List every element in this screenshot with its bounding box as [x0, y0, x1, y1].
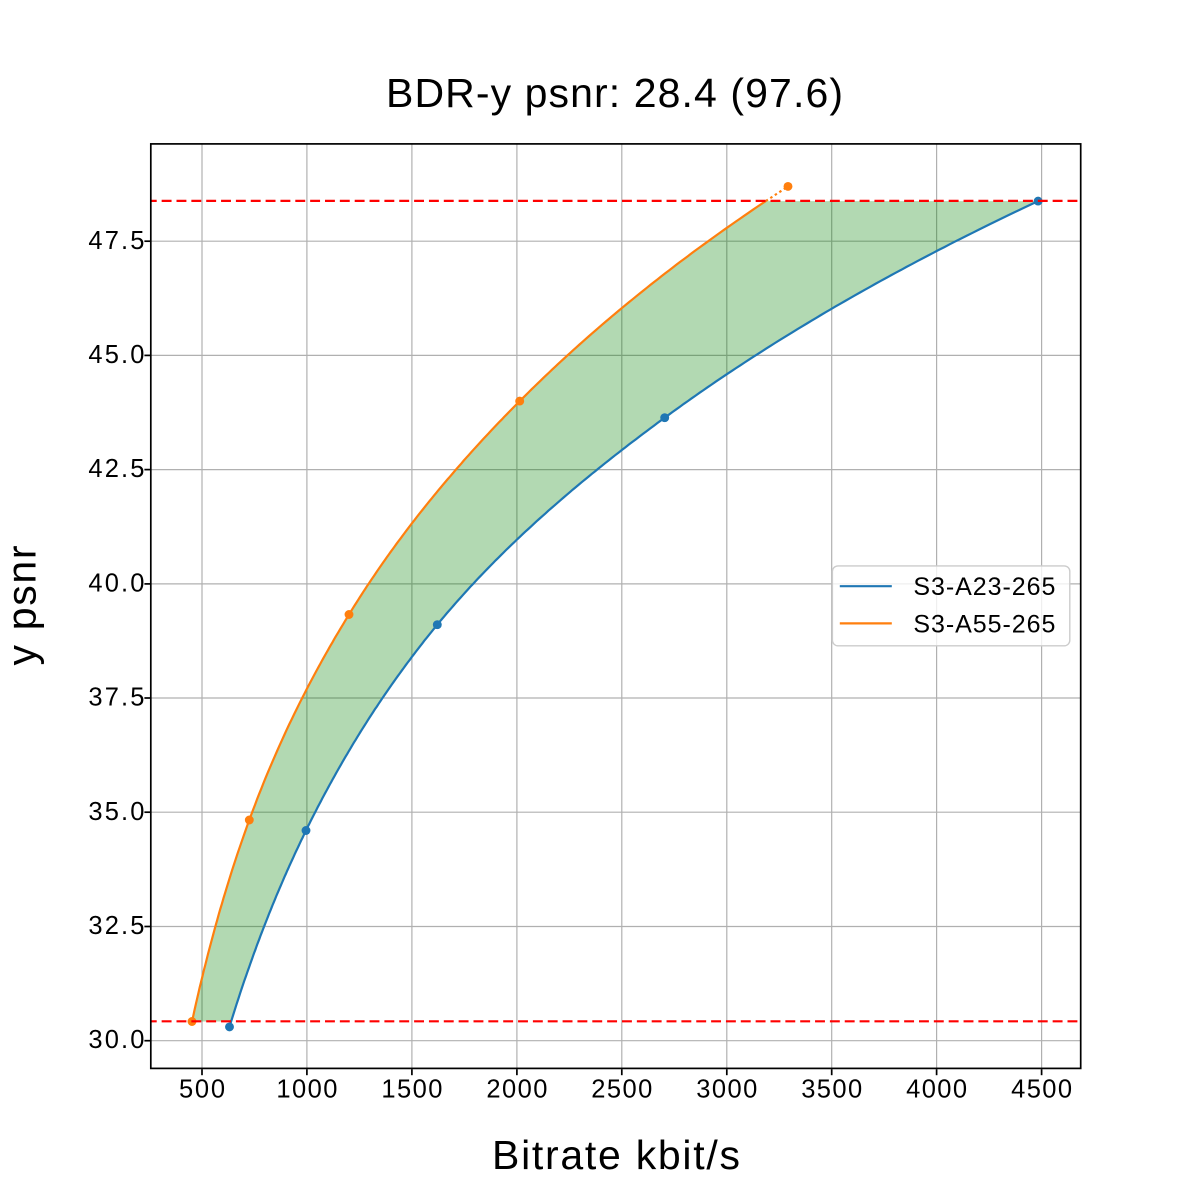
- svg-text:4500: 4500: [1011, 1076, 1072, 1104]
- svg-text:500: 500: [179, 1076, 225, 1104]
- svg-text:40.0: 40.0: [88, 570, 144, 598]
- svg-text:3000: 3000: [696, 1076, 757, 1104]
- svg-text:3500: 3500: [801, 1076, 862, 1104]
- svg-text:35.0: 35.0: [88, 798, 144, 826]
- svg-text:4000: 4000: [906, 1076, 967, 1104]
- svg-text:Bitrate kbit/s: Bitrate kbit/s: [492, 1132, 740, 1178]
- svg-text:30.0: 30.0: [88, 1026, 144, 1054]
- svg-text:45.0: 45.0: [88, 341, 144, 369]
- svg-text:S3-A55-265: S3-A55-265: [913, 610, 1055, 638]
- svg-text:47.5: 47.5: [88, 227, 144, 255]
- svg-text:37.5: 37.5: [88, 684, 144, 712]
- svg-text:S3-A23-265: S3-A23-265: [913, 573, 1055, 601]
- svg-text:2000: 2000: [486, 1076, 547, 1104]
- svg-text:32.5: 32.5: [88, 912, 144, 940]
- svg-text:1500: 1500: [381, 1076, 442, 1104]
- svg-text:2500: 2500: [591, 1076, 652, 1104]
- svg-text:y psnr: y psnr: [0, 546, 45, 666]
- svg-text:1000: 1000: [276, 1076, 337, 1104]
- svg-text:42.5: 42.5: [88, 455, 144, 483]
- svg-text:BDR-y psnr: 28.4 (97.6): BDR-y psnr: 28.4 (97.6): [386, 70, 843, 116]
